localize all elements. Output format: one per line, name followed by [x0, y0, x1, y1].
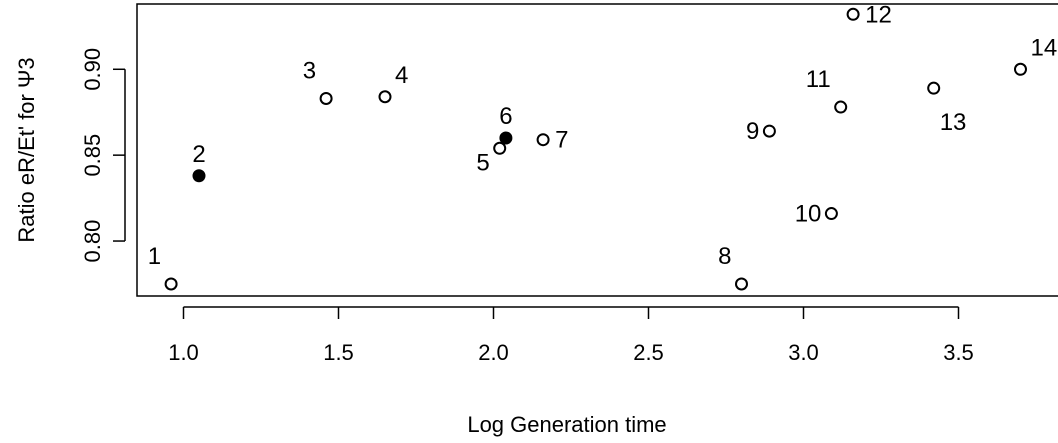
y-axis: 0.80 0.85 0.90: [80, 48, 126, 263]
x-tick-label: 2.5: [633, 340, 664, 365]
data-point: [824, 207, 838, 221]
data-point: [319, 91, 333, 105]
point-label: 8: [718, 243, 731, 270]
x-tick-label: 3.5: [943, 340, 974, 365]
x-axis: 1.0 1.5 2.0 2.5 3.0 3.5: [168, 306, 974, 365]
point-label: 9: [746, 118, 759, 145]
point-label: 2: [192, 141, 205, 168]
point-label: 4: [395, 62, 408, 89]
data-point: [164, 277, 178, 291]
plot-frame: [136, 3, 1058, 297]
point-label: 1: [148, 243, 161, 270]
x-tick-label: 3.0: [788, 340, 819, 365]
point-label: 5: [476, 149, 489, 176]
y-axis-title: Ratio eR/Et' for Ψ3: [14, 57, 39, 242]
data-point: [192, 169, 206, 183]
data-point: [735, 277, 748, 291]
data-point: [1014, 62, 1027, 76]
y-tick-label: 0.80: [80, 220, 105, 263]
point-label: 7: [555, 127, 568, 154]
data-point: [536, 133, 550, 147]
data-point: [834, 100, 848, 114]
y-tick-label: 0.90: [80, 48, 105, 91]
point-label: 14: [1031, 34, 1058, 61]
data-point: [378, 90, 392, 104]
data-point: [762, 124, 776, 138]
point-label: 12: [865, 1, 892, 28]
point-label: 13: [940, 109, 967, 136]
point-label: 3: [303, 57, 316, 84]
x-tick-label: 1.5: [323, 340, 354, 365]
data-point: [846, 7, 860, 21]
point-label: 10: [795, 201, 822, 228]
x-tick-label: 1.0: [168, 340, 199, 365]
x-axis-title: Log Generation time: [467, 412, 666, 437]
data-points: [164, 7, 1027, 291]
x-tick-label: 2.0: [478, 340, 509, 365]
data-point: [499, 131, 513, 145]
point-label: 6: [499, 103, 512, 130]
data-point: [493, 141, 507, 155]
point-label: 11: [806, 66, 831, 93]
y-tick-label: 0.85: [80, 134, 105, 177]
data-point: [927, 81, 941, 95]
